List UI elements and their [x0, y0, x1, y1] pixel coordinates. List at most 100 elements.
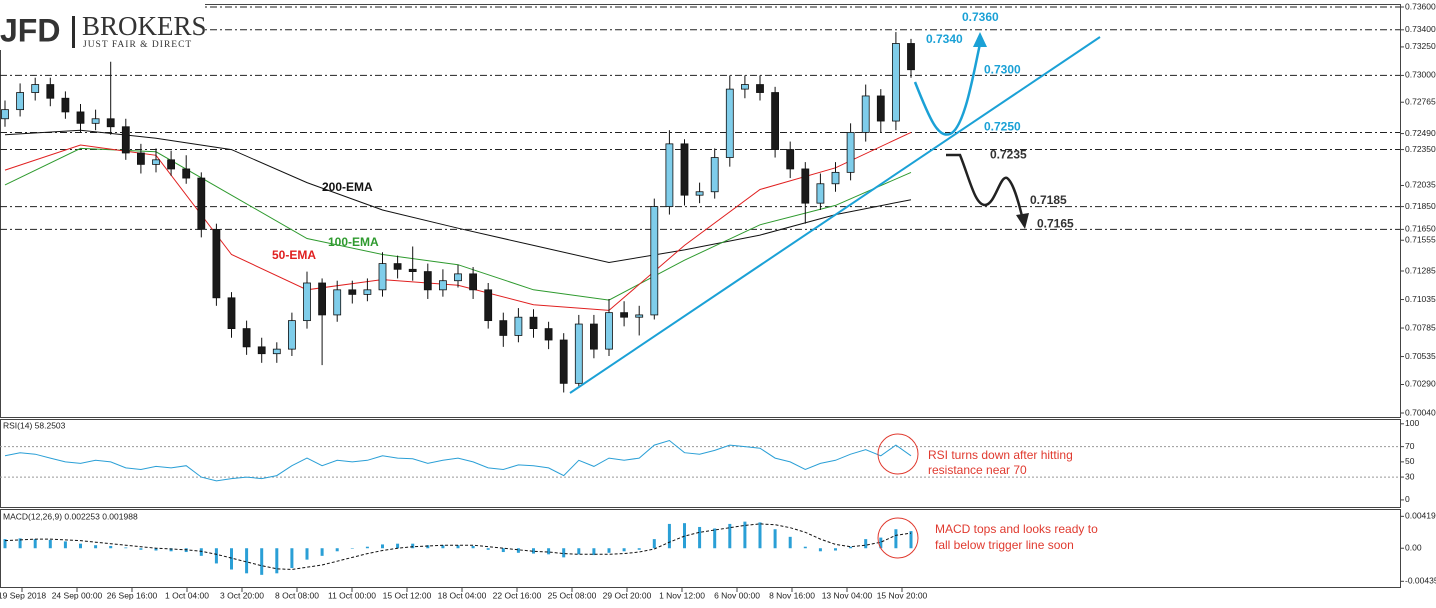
- trendline: [569, 36, 1101, 394]
- candle-body: [438, 280, 447, 291]
- level-label: 0.7250: [984, 120, 1021, 134]
- level-label: 0.7300: [984, 63, 1021, 77]
- y-tick-label: 30: [1405, 471, 1415, 481]
- x-tick-label: 3 Oct 20:00: [220, 590, 264, 600]
- x-tick-label: 11 Oct 00:00: [328, 590, 376, 600]
- candle-body: [544, 328, 553, 341]
- x-tick-label: 24 Sep 00:00: [52, 590, 103, 600]
- candle-body: [393, 263, 402, 270]
- candle-body: [182, 168, 191, 179]
- candle-body: [136, 152, 145, 165]
- macd-bar: [79, 543, 82, 549]
- candle-body: [741, 84, 749, 90]
- candle-body: [620, 312, 628, 318]
- annotation: fall below trigger line soon: [935, 538, 1074, 552]
- candle-body: [771, 92, 779, 150]
- candle-body: [831, 171, 840, 185]
- macd-bar: [320, 548, 324, 556]
- logo-backdrop: [0, 4, 205, 50]
- x-tick-label: 8 Oct 08:00: [275, 590, 319, 600]
- rsi-line: [4, 439, 912, 482]
- y-tick-label: 0.004196: [1405, 511, 1436, 521]
- macd-bar: [3, 539, 7, 549]
- candle-body: [514, 316, 523, 336]
- highlight-circle: [877, 517, 919, 559]
- candle-body: [46, 84, 55, 99]
- candle-body: [695, 191, 704, 196]
- x-tick-label: 18 Oct 04:00: [438, 590, 487, 600]
- level-label: 0.7340: [926, 32, 963, 46]
- x-tick-label: 26 Sep 16:00: [107, 590, 158, 600]
- candle-body: [227, 297, 236, 330]
- macd-bar: [486, 548, 490, 550]
- candle-body: [725, 88, 734, 158]
- x-tick-label: 25 Oct 08:00: [548, 590, 597, 600]
- macd-bar: [607, 548, 611, 553]
- y-tick-label: 0.73400: [1405, 24, 1436, 34]
- candle-body: [348, 289, 357, 295]
- level-label: 0.7360: [962, 10, 999, 24]
- y-tick-label: -0.004351: [1405, 576, 1436, 586]
- macd-bar: [33, 539, 37, 549]
- macd-bar: [18, 538, 22, 549]
- macd-bar: [622, 548, 626, 552]
- macd-bar: [381, 544, 384, 549]
- macd-bar: [471, 545, 475, 549]
- y-tick-label: 70: [1405, 441, 1415, 451]
- macd-bar: [637, 548, 641, 550]
- candle-body: [861, 95, 870, 133]
- y-tick-label: 0.72035: [1405, 180, 1436, 190]
- macd-bar: [124, 547, 128, 549]
- candle-body: [152, 159, 160, 165]
- macd-bar: [260, 548, 264, 575]
- candle-body: [469, 273, 478, 291]
- candle-body: [499, 320, 508, 336]
- x-tick-label: 6 Nov 00:00: [714, 590, 760, 600]
- macd-bar: [396, 543, 400, 549]
- y-tick-label: 0.73250: [1405, 41, 1436, 51]
- candle-body: [408, 268, 417, 272]
- panel-title: MACD(12,26,9) 0.002253 0.001988: [3, 511, 138, 521]
- macd-bar: [245, 548, 249, 574]
- x-tick-label: 19 Sep 2018: [0, 590, 46, 600]
- macd-bar: [909, 531, 913, 549]
- y-tick-label: 0.70785: [1405, 322, 1436, 332]
- candle-body: [756, 84, 764, 93]
- macd-bar: [501, 548, 505, 553]
- macd-bar: [426, 545, 430, 549]
- macd-bar: [441, 545, 445, 549]
- x-tick-label: 15 Nov 20:00: [877, 590, 928, 600]
- candle-body: [484, 289, 493, 322]
- y-tick-label: 0.73600: [1405, 1, 1436, 11]
- candle-body: [242, 328, 251, 348]
- candle-body: [529, 316, 538, 330]
- rsi-panel: [0, 419, 1401, 508]
- candle-body: [892, 43, 900, 122]
- projection-down: [946, 153, 1024, 217]
- y-tick-label: 0.72765: [1405, 96, 1436, 106]
- macd-bar: [803, 546, 807, 549]
- macd-bar: [894, 529, 898, 549]
- logo-tagline: JUST FAIR & DIRECT: [83, 40, 192, 50]
- candle-body: [710, 157, 719, 193]
- x-tick-label: 1 Oct 04:00: [165, 590, 209, 600]
- candle-body: [590, 323, 598, 350]
- y-tick-label: 0.70040: [1405, 407, 1436, 417]
- candle-body: [650, 206, 659, 316]
- candle-body: [816, 183, 825, 204]
- y-tick-label: 0: [1405, 494, 1410, 504]
- y-tick-label: 0.71650: [1405, 224, 1436, 234]
- y-tick-label: 0.71850: [1405, 201, 1436, 211]
- macd-bar: [773, 529, 777, 549]
- candle-body: [559, 339, 568, 384]
- candle-body: [454, 273, 462, 282]
- candle-body: [121, 126, 130, 154]
- y-tick-label: 0.00: [1405, 542, 1422, 552]
- y-tick-label: 0.70535: [1405, 351, 1436, 361]
- macd-bar: [230, 548, 233, 570]
- x-tick-label: 22 Oct 16:00: [493, 590, 542, 600]
- ema-label: 50-EMA: [272, 248, 316, 262]
- x-tick-label: 1 Nov 12:00: [659, 590, 705, 600]
- y-tick-label: 0.72490: [1405, 128, 1436, 138]
- candle-body: [333, 289, 342, 316]
